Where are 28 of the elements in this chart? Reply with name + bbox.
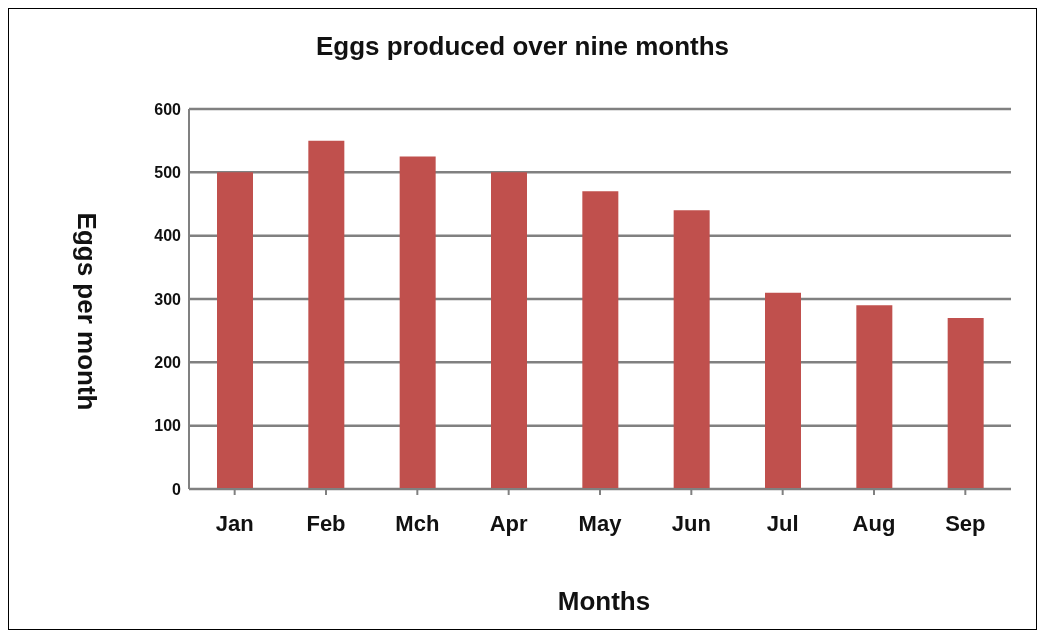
x-tick-label: Sep [945, 510, 986, 536]
bar [217, 172, 253, 489]
x-tick-label: Feb [306, 510, 346, 536]
y-axis-title: Eggs per month [71, 212, 103, 410]
x-tick-label: Jul [766, 510, 799, 536]
bar [947, 318, 984, 489]
bar [308, 140, 345, 489]
x-tick-label: Mch [395, 510, 440, 536]
y-tick-label: 400 [154, 227, 182, 245]
bar [491, 172, 527, 489]
bar [673, 210, 710, 489]
bar [582, 191, 619, 489]
y-tick-label: 100 [154, 417, 182, 435]
x-tick-label: Apr [489, 510, 529, 536]
x-tick-label: May [578, 510, 623, 536]
y-tick-label: 200 [154, 354, 182, 372]
y-tick-label: 300 [154, 290, 182, 308]
y-tick-label: 600 [154, 100, 182, 118]
bar [399, 156, 436, 489]
bar [856, 305, 893, 489]
bar [765, 292, 801, 489]
x-tick-label: Aug [852, 510, 896, 536]
y-tick-label: 0 [172, 480, 182, 498]
x-tick-label: Jan [215, 510, 254, 536]
y-tick-label: 500 [154, 164, 182, 182]
chart-title: Eggs produced over nine months [314, 31, 731, 62]
x-axis-title: Months [556, 586, 652, 617]
x-tick-label: Jun [671, 510, 711, 536]
